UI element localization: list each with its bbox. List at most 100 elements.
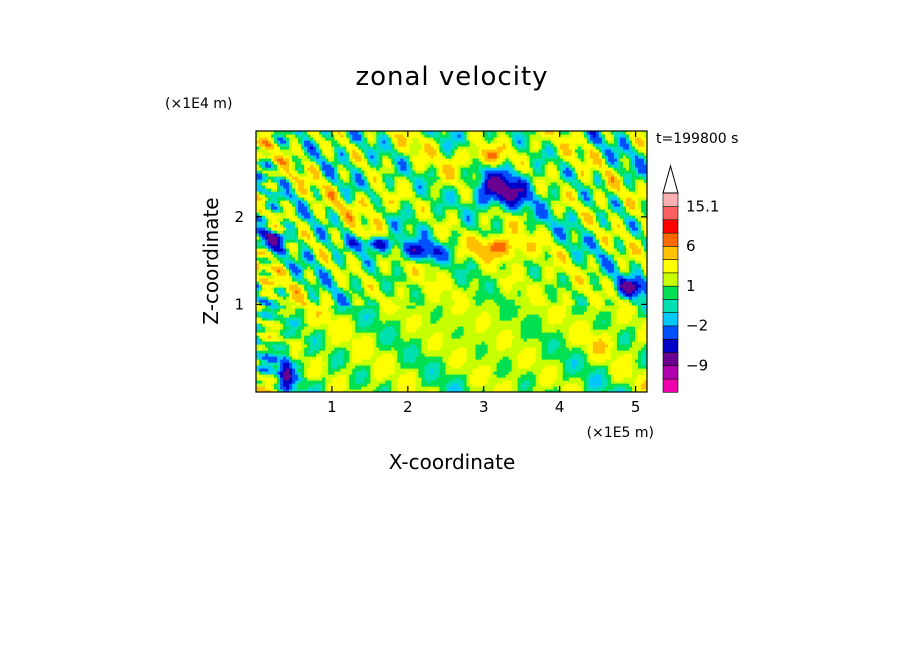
- contour-cell: [571, 296, 576, 300]
- contour-cell: [394, 362, 398, 366]
- contour-cell: [439, 305, 444, 309]
- contour-cell: [331, 293, 335, 297]
- contour-cell: [313, 377, 317, 381]
- contour-cell: [313, 305, 317, 309]
- contour-cell: [541, 368, 546, 372]
- contour-cell: [475, 314, 480, 318]
- contour-cell: [517, 353, 522, 357]
- contour-cell: [343, 278, 347, 282]
- contour-cell: [637, 341, 642, 345]
- contour-cell: [457, 344, 462, 348]
- contour-cell: [487, 290, 492, 294]
- contour-cell: [583, 311, 588, 315]
- contour-cell: [412, 293, 417, 297]
- contour-cell: [595, 308, 600, 312]
- contour-cell: [268, 293, 272, 297]
- contour-cell: [283, 350, 287, 354]
- contour-cell: [574, 356, 579, 360]
- contour-cell: [268, 386, 272, 390]
- contour-cell: [457, 308, 462, 312]
- contour-cell: [307, 338, 311, 342]
- contour-cell: [364, 371, 368, 375]
- contour-cell: [574, 290, 579, 294]
- contour-cell: [427, 365, 432, 369]
- contour-cell: [454, 386, 459, 390]
- contour-cell: [511, 290, 516, 294]
- contour-cell: [625, 332, 630, 336]
- contour-cell: [562, 350, 567, 354]
- contour-cell: [271, 308, 275, 312]
- contour-cell: [412, 377, 417, 381]
- contour-cell: [556, 293, 561, 297]
- contour-cell: [544, 329, 549, 333]
- contour-cell: [292, 308, 296, 312]
- contour-cell: [358, 386, 362, 390]
- contour-cell: [361, 329, 365, 333]
- contour-cell: [598, 359, 603, 363]
- contour-cell: [640, 290, 645, 294]
- contour-cell: [352, 299, 356, 303]
- contour-cell: [469, 278, 474, 282]
- contour-cell: [349, 347, 353, 351]
- contour-cell: [625, 368, 630, 372]
- contour-cell: [406, 278, 410, 282]
- contour-cell: [382, 338, 386, 342]
- contour-cell: [403, 299, 407, 303]
- contour-cell: [334, 284, 338, 288]
- contour-cell: [298, 350, 302, 354]
- contour-cell: [505, 305, 510, 309]
- contour-cell: [586, 323, 591, 327]
- contour-cell: [412, 314, 417, 318]
- contour-cell: [370, 341, 374, 345]
- contour-cell: [325, 278, 329, 282]
- contour-cell: [637, 278, 642, 282]
- contour-cell: [400, 335, 404, 339]
- contour-cell: [502, 350, 507, 354]
- contour-cell: [592, 389, 597, 392]
- contour-cell: [556, 362, 561, 366]
- contour-cell: [517, 290, 522, 294]
- contour-cell: [529, 362, 534, 366]
- contour-cell: [262, 350, 266, 354]
- contour-cell: [553, 323, 558, 327]
- contour-cell: [415, 341, 420, 345]
- contour-cell: [598, 317, 603, 321]
- contour-cell: [337, 278, 341, 282]
- contour-cell: [484, 365, 489, 369]
- contour-cell: [382, 314, 386, 318]
- contour-cell: [637, 389, 642, 392]
- contour-cell: [562, 308, 567, 312]
- contour-cell: [463, 320, 468, 324]
- contour-cell: [271, 302, 275, 306]
- contour-cell: [511, 317, 516, 321]
- contour-cell: [331, 296, 335, 300]
- contour-cell: [313, 344, 317, 348]
- contour-cell: [325, 335, 329, 339]
- contour-cell: [349, 305, 353, 309]
- contour-cell: [406, 353, 410, 357]
- contour-cell: [625, 338, 630, 342]
- contour-cell: [532, 377, 537, 381]
- contour-cell: [274, 362, 278, 366]
- contour-cell: [331, 317, 335, 321]
- contour-cell: [559, 329, 564, 333]
- contour-cell: [625, 341, 630, 345]
- contour-cell: [475, 344, 480, 348]
- contour-cell: [364, 314, 368, 318]
- contour-cell: [457, 287, 462, 291]
- contour-cell: [268, 359, 272, 363]
- contour-cell: [304, 305, 308, 309]
- contour-cell: [454, 347, 459, 351]
- contour-cell: [568, 305, 573, 309]
- contour-cell: [313, 308, 317, 312]
- contour-cell: [610, 386, 615, 390]
- contour-cell: [259, 326, 263, 330]
- contour-cell: [262, 308, 266, 312]
- contour-cell: [463, 293, 468, 297]
- contour-cell: [628, 365, 633, 369]
- contour-cell: [643, 314, 647, 318]
- contour-cell: [472, 314, 477, 318]
- contour-cell: [601, 278, 606, 282]
- contour-cell: [508, 329, 513, 333]
- contour-cell: [484, 353, 489, 357]
